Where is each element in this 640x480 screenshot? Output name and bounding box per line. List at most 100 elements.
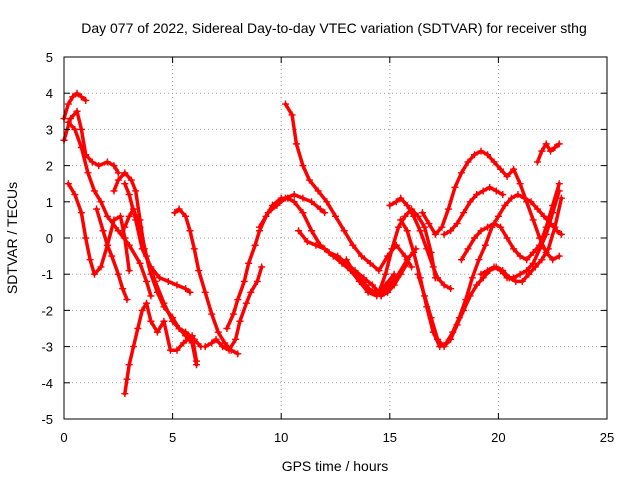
data-point	[225, 346, 233, 354]
data-point	[555, 252, 563, 260]
data-point	[384, 288, 392, 296]
data-point	[110, 162, 118, 170]
data-point	[121, 169, 129, 177]
data-point	[518, 277, 526, 285]
data-point	[460, 209, 468, 217]
data-point	[484, 151, 492, 159]
data-point	[499, 191, 507, 199]
data-point	[136, 259, 144, 267]
data-point	[82, 96, 90, 104]
data-point	[549, 256, 557, 264]
data-point	[510, 274, 518, 282]
y-tick-label: 1	[46, 195, 53, 210]
data-point	[529, 259, 537, 267]
data-point	[71, 191, 79, 199]
data-point	[507, 194, 515, 202]
data-point	[282, 194, 290, 202]
data-point	[377, 292, 385, 300]
x-tick-label: 10	[274, 430, 288, 445]
data-point	[201, 288, 209, 296]
data-point	[195, 267, 203, 275]
data-point	[166, 346, 174, 354]
series-line	[442, 185, 505, 237]
y-tick-label: -1	[41, 267, 53, 282]
data-point	[229, 310, 237, 318]
data-point	[282, 100, 290, 108]
data-point	[121, 234, 129, 242]
data-point	[208, 310, 216, 318]
data-point	[375, 288, 383, 296]
data-point	[551, 144, 559, 151]
data-point	[425, 220, 433, 228]
data-point	[477, 270, 485, 278]
y-tick-label: -5	[41, 412, 53, 427]
data-point	[477, 227, 485, 235]
data-point	[143, 299, 151, 307]
data-point	[403, 259, 411, 267]
data-point	[397, 194, 405, 202]
data-point	[529, 216, 537, 224]
data-point	[394, 223, 402, 231]
data-point	[84, 169, 92, 177]
series-track-14	[282, 100, 416, 275]
data-point	[555, 187, 563, 195]
data-point	[116, 212, 124, 220]
series-track-19	[386, 194, 455, 293]
data-point	[253, 277, 261, 285]
data-point	[555, 140, 563, 148]
data-point	[77, 209, 85, 217]
data-point	[308, 227, 316, 235]
data-point	[338, 259, 346, 267]
data-point	[247, 288, 255, 296]
data-point	[490, 263, 498, 271]
data-point	[125, 267, 133, 275]
data-point	[64, 100, 72, 108]
data-point	[82, 234, 90, 242]
data-point	[366, 259, 374, 267]
data-point	[440, 281, 448, 289]
data-point	[303, 238, 311, 246]
data-point	[221, 339, 229, 347]
data-point	[390, 281, 398, 289]
data-point	[401, 212, 409, 220]
data-point	[349, 267, 357, 275]
data-point	[466, 292, 474, 300]
data-point	[308, 198, 316, 206]
data-point	[531, 263, 539, 271]
data-point	[110, 187, 118, 195]
data-point	[421, 292, 429, 300]
data-point	[103, 158, 111, 166]
data-point	[418, 209, 426, 217]
data-point	[77, 144, 85, 151]
y-tick-label: 2	[46, 159, 53, 174]
data-point	[516, 252, 524, 260]
data-point	[431, 230, 439, 238]
data-point	[179, 339, 187, 347]
data-point	[403, 227, 411, 235]
grid	[64, 57, 607, 419]
data-point	[453, 220, 461, 228]
data-point	[510, 245, 518, 253]
y-tick-label: 5	[46, 50, 53, 65]
series-track-1	[60, 107, 122, 177]
series-track-24	[457, 180, 563, 264]
data-point	[136, 223, 144, 231]
data-point	[464, 158, 472, 166]
data-point	[77, 93, 85, 101]
data-point	[410, 248, 418, 256]
data-point	[190, 245, 198, 253]
data-point	[314, 187, 322, 195]
data-point	[525, 270, 533, 278]
data-point	[97, 263, 105, 271]
series-track-11	[201, 263, 266, 354]
series-track-13	[255, 191, 329, 231]
data-point	[138, 306, 146, 314]
data-point	[108, 252, 116, 260]
data-point	[453, 321, 461, 329]
series-line	[377, 207, 438, 295]
data-point	[121, 180, 129, 188]
data-point	[329, 252, 337, 260]
data-point	[421, 223, 429, 231]
data-point	[516, 270, 524, 278]
